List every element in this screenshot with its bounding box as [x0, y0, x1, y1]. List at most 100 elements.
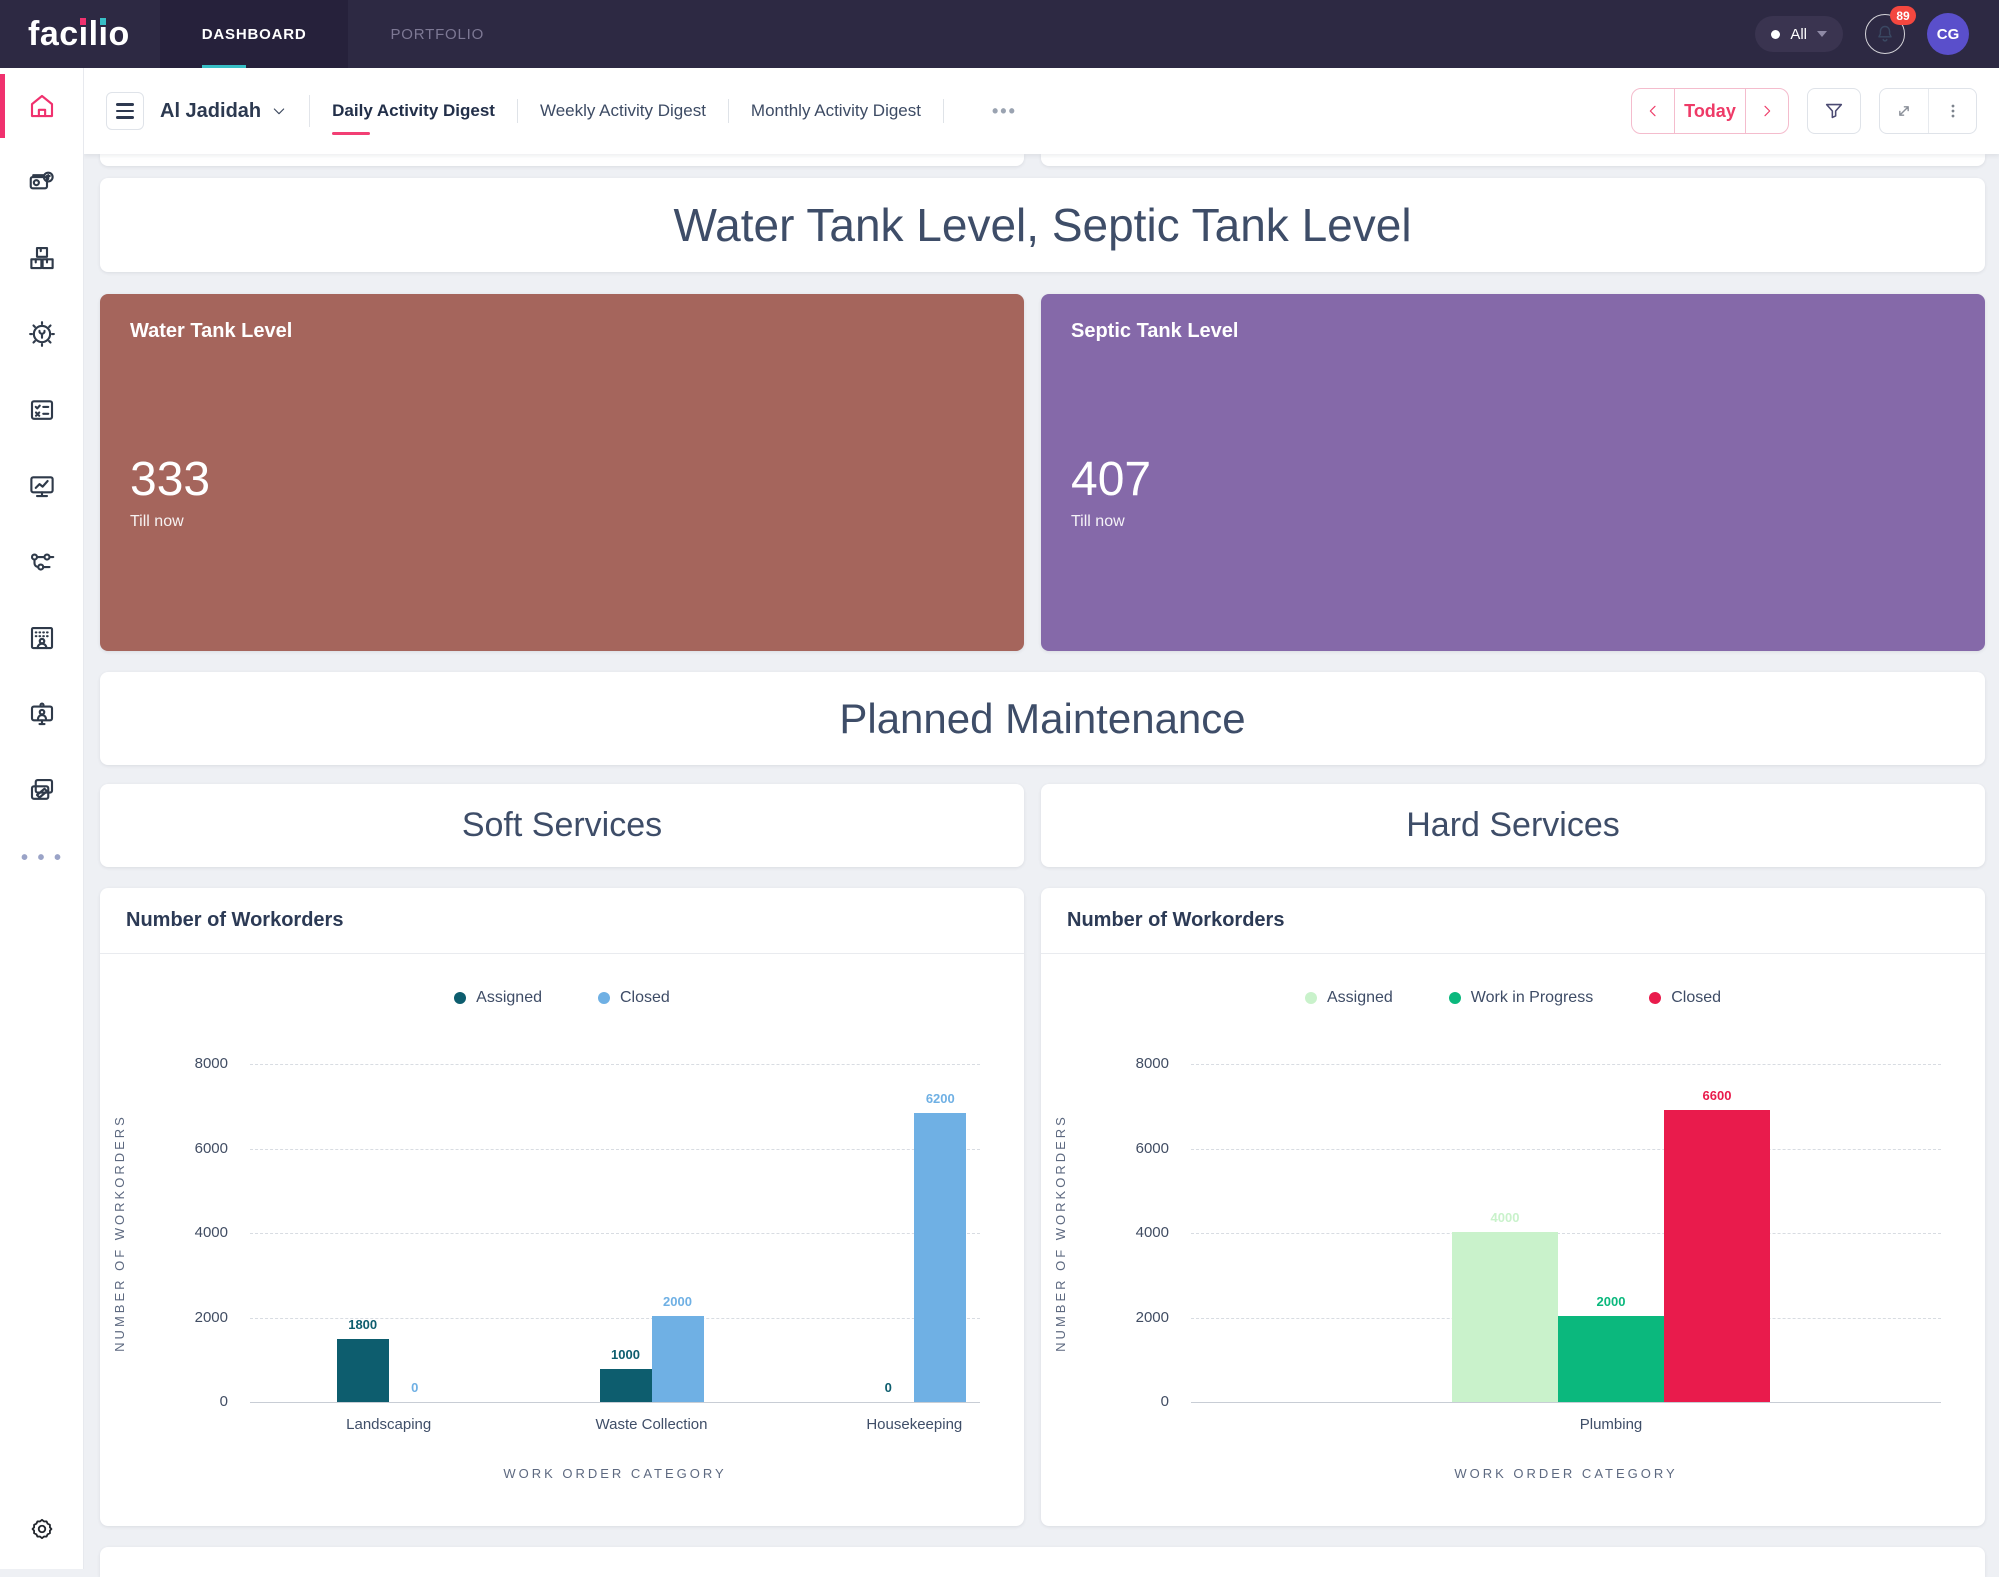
chart-plot-area: 0 2000 4000 6000 8000 NUMBER OF WORKORDERS 180… [112, 1055, 980, 1433]
soft-services-workorders-chart-card: Number of Workorders Assigned Closed 0 200… [100, 888, 1024, 1526]
filter-button[interactable] [1807, 88, 1861, 134]
notifications-button[interactable]: 89 [1865, 6, 1916, 54]
next-day-button[interactable] [1746, 89, 1788, 133]
hard-services-title: Hard Services [1406, 806, 1620, 844]
visitor-screen-icon [30, 702, 54, 726]
bar-value-label: 1000 [611, 1347, 640, 1362]
expand-button[interactable] [1880, 89, 1928, 133]
legend-item-assigned[interactable]: Assigned [1304, 988, 1393, 1008]
prev-day-button[interactable] [1632, 89, 1674, 133]
bar-value-label: 6600 [1702, 1088, 1732, 1103]
dashboard-content: Water Tank Level, Septic Tank Level Wate… [84, 154, 1999, 1577]
chart-title: Number of Workorders [100, 888, 1024, 954]
chevron-left-icon [1649, 105, 1656, 117]
legend-item-closed[interactable]: Closed [1649, 988, 1721, 1008]
chart-bar-closed [651, 1316, 704, 1402]
sidebar-settings-button[interactable] [0, 1503, 84, 1555]
sidebar-item-workflow[interactable] [0, 524, 84, 600]
checklist-icon [30, 400, 54, 420]
more-dots-icon: ••• [991, 100, 1017, 121]
tabs-more-button[interactable]: ••• [992, 101, 1017, 122]
chevron-down-icon [1817, 31, 1827, 37]
toolbar-kebab-button[interactable] [1928, 89, 1976, 133]
bar-value-label: 4000 [1490, 1210, 1520, 1225]
hard-services-card: Hard Services [1041, 784, 1985, 867]
legend-dot-icon [1304, 992, 1317, 1004]
kpi-caption: Till now [1071, 512, 1125, 530]
scrolled-card-edge [1041, 154, 1985, 166]
kebab-menu-icon [1951, 104, 1954, 118]
legend-label: Work in Progress [1470, 989, 1594, 1006]
nav-tab-portfolio[interactable]: PORTFOLIO [390, 25, 485, 43]
date-nav-group: Today [1631, 88, 1789, 134]
gridline [1191, 1148, 1941, 1150]
legend-item-assigned[interactable]: Assigned [454, 988, 542, 1008]
dashboard-menu-button[interactable] [106, 92, 144, 130]
sidebar-item-maintenance[interactable] [0, 296, 84, 372]
bar-value-label: 6200 [925, 1091, 955, 1106]
legend-item-closed[interactable]: Closed [598, 988, 670, 1008]
sidebar-item-visitor[interactable] [0, 676, 84, 752]
bar-value-label: 2000 [1596, 1294, 1626, 1309]
section-title-card: Water Tank Level, Septic Tank Level [100, 178, 1985, 272]
legend-dot-icon [598, 992, 610, 1004]
y-tick-label: 0 [219, 1393, 228, 1410]
gridline [250, 1148, 980, 1150]
y-axis-title: NUMBER OF WORKORDERS [1053, 1114, 1068, 1352]
bell-icon [1878, 25, 1892, 42]
tab-monthly-activity-digest[interactable]: Monthly Activity Digest [750, 101, 921, 120]
gridline [1191, 1402, 1941, 1403]
y-axis-title: NUMBER OF WORKORDERS [112, 1114, 127, 1352]
sidebar-item-facility[interactable] [0, 600, 84, 676]
site-selector[interactable]: Al Jadidah [160, 100, 287, 123]
sidebar-item-gallery[interactable] [0, 752, 84, 828]
chart-plot-area: 0 2000 4000 6000 8000 NUMBER OF WORKORDERS 400… [1053, 1055, 1941, 1433]
bar-value-label: 0 [411, 1380, 419, 1395]
sidebar-item-inventory[interactable] [0, 220, 84, 296]
facility-building-icon [30, 626, 54, 650]
category-label: Housekeeping [866, 1416, 963, 1433]
digest-tabs: Daily Activity Digest Weekly Activity Di… [332, 91, 1017, 135]
sidebar-item-checklist[interactable] [0, 372, 84, 448]
legend-item-work-in-progress[interactable]: Work in Progress [1448, 988, 1594, 1008]
y-tick-label: 8000 [194, 1055, 228, 1072]
hard-services-workorders-chart-card: Number of Workorders Assigned Work in Pro… [1041, 888, 1985, 1526]
chevron-right-icon [1764, 105, 1771, 117]
sidebar-item-assets[interactable] [0, 144, 84, 220]
user-avatar[interactable]: CG [1927, 13, 1969, 55]
chart-bar-assigned [336, 1339, 389, 1402]
sidebar-more-button[interactable]: • • • [0, 828, 84, 888]
chart-bar-closed [914, 1113, 967, 1402]
y-tick-label: 6000 [1135, 1139, 1169, 1157]
planned-maintenance-title: Planned Maintenance [839, 694, 1246, 742]
gridline [1191, 1233, 1941, 1234]
hamburger-icon [116, 103, 134, 106]
y-tick-label: 6000 [194, 1139, 228, 1157]
sidebar-item-home[interactable] [0, 68, 84, 144]
chart-bar-closed [1664, 1110, 1770, 1402]
gallery-pen-icon [30, 778, 54, 800]
asset-meter-icon [29, 171, 54, 190]
nav-tab-dashboard[interactable]: DASHBOARD [159, 0, 349, 68]
today-button[interactable]: Today [1674, 89, 1746, 133]
category-label: Landscaping [346, 1416, 432, 1433]
legend-dot-icon [454, 992, 467, 1004]
chart-bar-assigned [1452, 1232, 1558, 1402]
settings-gear-icon [31, 1518, 53, 1540]
soft-services-title: Soft Services [461, 806, 663, 844]
chart-legend: Assigned Work in Progress Closed [1041, 988, 1985, 1008]
chart-bar-assigned [599, 1369, 652, 1402]
next-card-edge [100, 1547, 1985, 1577]
tab-daily-activity-digest[interactable]: Daily Activity Digest [332, 91, 495, 135]
chart-title: Number of Workorders [1041, 888, 1985, 954]
chart-legend: Assigned Closed [100, 988, 1024, 1008]
sidebar-item-analytics[interactable] [0, 448, 84, 524]
facilio-logo[interactable]: facılıo [28, 14, 130, 53]
scope-selector[interactable]: All [1755, 16, 1843, 52]
more-dots-icon: • • • [20, 846, 64, 869]
kpi-value: 333 [130, 453, 211, 506]
tab-weekly-activity-digest[interactable]: Weekly Activity Digest [539, 101, 706, 120]
legend-label: Assigned [1326, 989, 1393, 1006]
kpi-caption: Till now [130, 512, 184, 530]
